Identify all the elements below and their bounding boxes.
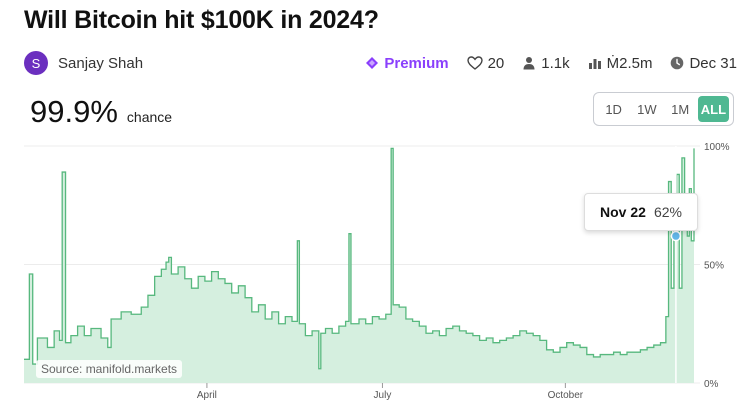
tooltip-value: 62% — [653, 204, 682, 220]
source-label: Source: manifold.markets — [36, 360, 183, 378]
x-axis-labels: April July October — [197, 383, 584, 401]
y-tick-label: 0% — [704, 379, 719, 390]
chart-tooltip: Nov 22 62% — [584, 193, 698, 231]
tooltip-date: Nov 22 — [600, 204, 646, 220]
x-tick-label: July — [374, 390, 392, 401]
likes-count: 20 — [487, 54, 505, 72]
premium-badge[interactable]: Premium — [365, 54, 449, 72]
y-tick-label: 50% — [704, 261, 724, 272]
range-1d-button[interactable]: 1D — [605, 101, 622, 117]
premium-label: Premium — [384, 54, 449, 72]
probability-chart[interactable]: April July October 100% 50% 0% — [0, 140, 749, 413]
probability-label: chance — [126, 109, 173, 125]
close-date-stat[interactable]: Dec 31 — [670, 55, 737, 72]
range-1w-button[interactable]: 1W — [637, 101, 657, 117]
time-range-selector: 1D 1W 1M ALL — [593, 92, 734, 126]
y-axis-labels: 100% 50% 0% — [704, 142, 730, 390]
likes-button[interactable]: 20 — [466, 54, 505, 72]
probability-display: 99.9% chance — [30, 94, 172, 130]
x-tick-label: April — [197, 390, 217, 401]
range-all-button[interactable]: ALL — [697, 96, 729, 122]
clock-icon — [671, 56, 684, 70]
close-date: Dec 31 — [689, 54, 737, 72]
market-title: Will Bitcoin hit $100K in 2024? — [24, 6, 379, 34]
y-tick-label: 100% — [704, 142, 730, 153]
bar-chart-icon — [588, 59, 601, 69]
avatar[interactable]: S — [24, 51, 48, 75]
hover-dot — [670, 230, 682, 242]
market-stats: Premium 20 1.1k Ṁ2.5m Dec 31 — [365, 55, 737, 72]
heart-icon — [466, 56, 483, 70]
probability-value: 99.9% — [30, 94, 118, 129]
traders-stat[interactable]: 1.1k — [522, 54, 570, 72]
probability-area — [24, 148, 694, 383]
author-name[interactable]: Sanjay Shah — [58, 54, 144, 72]
market-meta: S Sanjay Shah Premium 20 1.1k Ṁ2.5m Dec … — [24, 49, 737, 77]
user-icon — [523, 57, 535, 70]
x-tick-label: October — [548, 390, 584, 401]
probability-line — [24, 147, 695, 370]
traders-count: 1.1k — [541, 54, 570, 72]
diamond-icon — [366, 57, 379, 69]
volume-value: Ṁ2.5m — [606, 54, 653, 72]
volume-stat[interactable]: Ṁ2.5m — [588, 54, 653, 72]
range-1m-button[interactable]: 1M — [671, 101, 690, 117]
